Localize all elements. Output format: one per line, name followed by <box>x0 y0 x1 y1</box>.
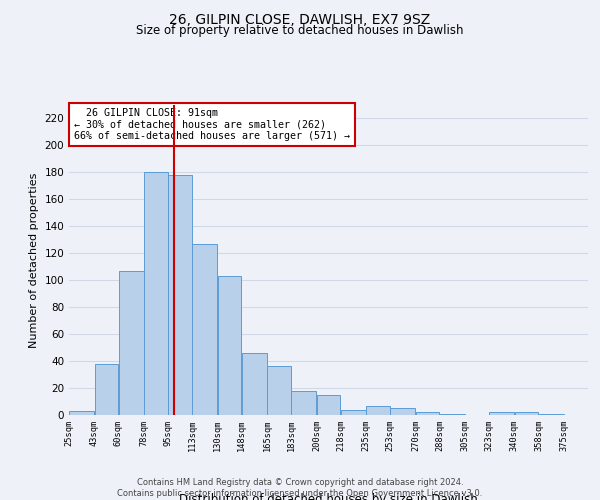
Bar <box>539 414 564 415</box>
Bar <box>515 412 538 415</box>
Y-axis label: Number of detached properties: Number of detached properties <box>29 172 39 348</box>
Text: Size of property relative to detached houses in Dawlish: Size of property relative to detached ho… <box>136 24 464 37</box>
Text: 26, GILPIN CLOSE, DAWLISH, EX7 9SZ: 26, GILPIN CLOSE, DAWLISH, EX7 9SZ <box>169 12 431 26</box>
Bar <box>144 172 168 415</box>
Bar <box>168 175 192 415</box>
Bar <box>416 412 439 415</box>
Bar <box>95 364 118 415</box>
Bar <box>317 395 340 415</box>
Bar <box>192 244 217 415</box>
Bar <box>440 414 465 415</box>
Bar <box>119 271 144 415</box>
X-axis label: Distribution of detached houses by size in Dawlish: Distribution of detached houses by size … <box>179 493 478 500</box>
Bar <box>390 408 415 415</box>
Bar <box>341 410 366 415</box>
Bar <box>218 276 241 415</box>
Text: 26 GILPIN CLOSE: 91sqm
← 30% of detached houses are smaller (262)
66% of semi-de: 26 GILPIN CLOSE: 91sqm ← 30% of detached… <box>74 108 350 142</box>
Bar <box>489 412 514 415</box>
Bar <box>267 366 291 415</box>
Bar <box>366 406 390 415</box>
Bar <box>291 390 316 415</box>
Bar <box>69 411 94 415</box>
Text: Contains HM Land Registry data © Crown copyright and database right 2024.
Contai: Contains HM Land Registry data © Crown c… <box>118 478 482 498</box>
Bar <box>242 353 267 415</box>
